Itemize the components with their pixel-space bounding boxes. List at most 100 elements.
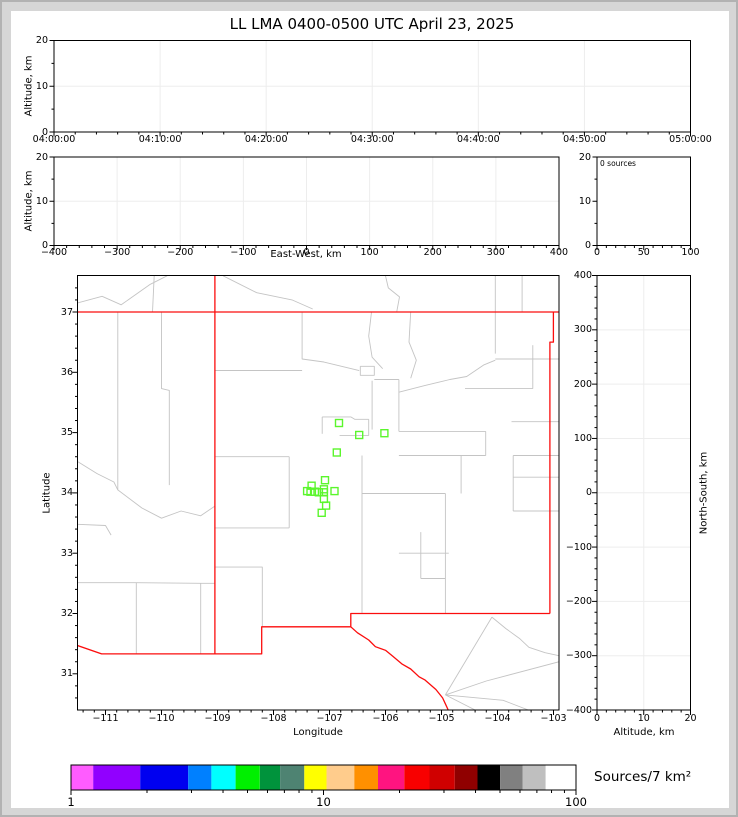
colorbar-swatch	[477, 765, 501, 790]
plot-canvas	[11, 11, 729, 808]
colorbar-swatch	[454, 765, 478, 790]
time-tick-label: 04:20:00	[244, 134, 288, 145]
county-line	[77, 582, 215, 584]
colorbar-swatch	[235, 765, 260, 790]
hist-x-tick-label: 100	[681, 247, 700, 258]
ew-tick-label: 400	[549, 247, 569, 258]
time-tick-label: 04:40:00	[456, 134, 500, 145]
county-line	[222, 275, 313, 310]
ns-x-tick-label: 20	[684, 713, 697, 724]
time-tick-label: 04:00:00	[32, 134, 76, 145]
county-line	[368, 311, 384, 370]
lma-source-marker	[306, 487, 315, 496]
county-line	[161, 312, 170, 486]
alt-tick-label: 20	[35, 35, 48, 46]
lon-tick-label: −106	[372, 713, 399, 724]
map-xlabel: Longitude	[293, 727, 343, 738]
county-line	[77, 523, 112, 536]
colorbar-swatch	[211, 765, 236, 790]
colorbar-swatch	[326, 765, 355, 790]
ns-x-tick-label: 0	[593, 713, 601, 724]
hist-y-tick-label: 10	[578, 195, 591, 207]
colorbar-swatch	[280, 765, 305, 790]
ew-tick-label: −200	[167, 247, 194, 258]
map-layer	[77, 275, 559, 710]
county-line	[322, 416, 369, 420]
lma-source-marker	[320, 476, 330, 485]
county-line	[398, 359, 496, 393]
lma-source-marker	[355, 430, 364, 440]
lat-tick-label: 35	[60, 427, 73, 439]
state-border	[549, 312, 555, 614]
colorbar-swatch	[378, 765, 405, 790]
colorbar-swatch	[404, 765, 430, 790]
lma-source-marker	[332, 448, 341, 457]
county-line	[445, 616, 493, 696]
ew-panel-xlabel: East-West, km	[270, 249, 342, 260]
colorbar-swatch	[304, 765, 327, 790]
time-tick-label: 05:00:00	[669, 134, 712, 145]
alt-tick-label: 0	[41, 126, 48, 138]
colorbar-swatch	[188, 765, 212, 790]
colorbar-tick-label: 1	[67, 795, 75, 809]
ns-x-tick-label: 10	[637, 713, 650, 724]
county-line	[385, 275, 400, 313]
colorbar-swatch	[259, 765, 281, 790]
time-tick-label: 04:50:00	[563, 134, 606, 145]
ew-tick-label: −400	[40, 247, 68, 258]
ns-panel-xlabel: Altitude, km	[613, 727, 675, 738]
alt-tick-label: 0	[41, 240, 48, 251]
lma-source-marker	[317, 508, 326, 517]
lon-tick-label: −104	[484, 713, 511, 724]
county-line	[359, 365, 375, 376]
lon-tick-label: −111	[92, 713, 119, 724]
lon-tick-label: −109	[204, 713, 231, 724]
ns-y-tick-label: −400	[565, 704, 592, 716]
lat-tick-label: 37	[60, 306, 73, 318]
lon-tick-label: −110	[148, 713, 175, 724]
figure-title: LL LMA 0400-0500 UTC April 23, 2025	[229, 15, 515, 33]
colorbar-swatch	[71, 765, 94, 790]
histogram-annotation: 0 sources	[600, 159, 636, 168]
county-line	[77, 275, 168, 306]
colorbar-tick-label: 10	[316, 795, 331, 809]
colorbar-swatch	[140, 765, 189, 790]
time-tick-label: 04:10:00	[138, 134, 182, 145]
county-line	[445, 661, 559, 696]
ns-y-tick-label: −200	[565, 595, 592, 607]
state-border	[77, 612, 550, 655]
ns-y-tick-label: 100	[573, 432, 592, 444]
hist-y-tick-label: 0	[584, 240, 591, 251]
ns-y-tick-label: −100	[565, 541, 592, 553]
ns-y-tick-label: 200	[573, 378, 592, 390]
colorbar-swatch	[545, 765, 576, 790]
ew-tick-label: 200	[423, 247, 442, 258]
colorbar-swatch	[93, 765, 141, 790]
alt-tick-label: 10	[35, 195, 48, 207]
county-line	[408, 311, 417, 379]
county-line	[214, 566, 263, 627]
hist-y-tick-label: 20	[578, 151, 591, 163]
lat-tick-label: 32	[60, 608, 73, 619]
ew-tick-label: −100	[230, 247, 257, 258]
lat-tick-label: 31	[60, 668, 73, 680]
county-line	[491, 616, 559, 657]
hist-x-tick-label: 50	[637, 247, 650, 258]
lon-tick-label: −108	[260, 713, 287, 724]
county-line	[301, 312, 360, 371]
ew-tick-label: 300	[486, 247, 505, 258]
county-line	[77, 461, 215, 519]
colorbar-swatch	[354, 765, 378, 790]
lon-tick-label: −107	[316, 713, 343, 724]
lma-source-marker	[330, 486, 339, 496]
lon-tick-label: −103	[540, 713, 567, 724]
hist-x-tick-label: 0	[593, 247, 601, 258]
colorbar-swatch	[522, 765, 546, 790]
county-line	[152, 275, 155, 313]
state-border	[350, 626, 449, 710]
ns-y-tick-label: 300	[573, 324, 592, 336]
lat-tick-label: 34	[60, 487, 73, 499]
ew-tick-label: 100	[360, 247, 379, 258]
